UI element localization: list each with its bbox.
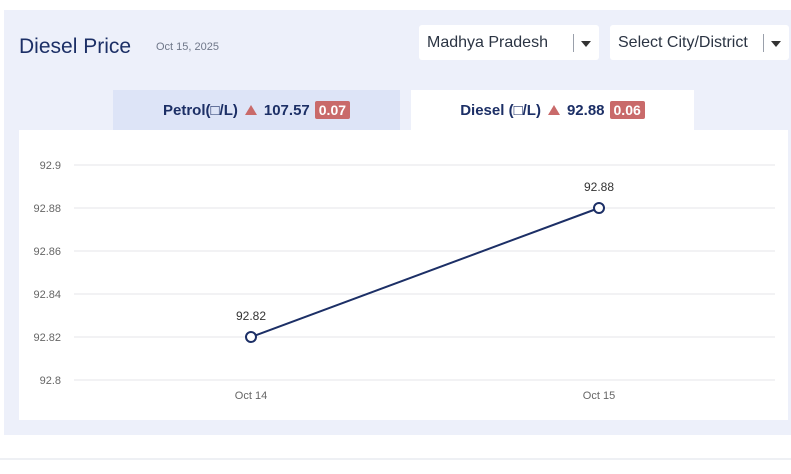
- tab-diesel-label: Diesel (□/L): [460, 101, 541, 119]
- x-tick-label: Oct 15: [583, 390, 615, 402]
- y-tick-label: 92.82: [33, 332, 61, 344]
- trend-up-icon: [244, 105, 257, 115]
- y-tick-label: 92.84: [33, 289, 61, 301]
- tab-diesel[interactable]: Diesel (□/L) 92.88 0.06: [411, 90, 694, 130]
- trend-up-icon: [547, 105, 560, 115]
- tab-petrol[interactable]: Petrol(□/L) 107.57 0.07: [113, 90, 400, 130]
- y-tick-label: 92.86: [33, 246, 61, 258]
- state-select[interactable]: Madhya Pradesh: [419, 25, 599, 60]
- select-divider: [573, 34, 574, 52]
- y-tick-label: 92.88: [33, 203, 61, 215]
- y-tick-label: 92.8: [40, 375, 61, 387]
- x-tick-label: Oct 14: [235, 390, 267, 402]
- city-select-value: Select City/District: [618, 34, 748, 51]
- data-label: 92.88: [584, 180, 614, 194]
- select-divider: [763, 34, 764, 52]
- page-title: Diesel Price: [19, 35, 132, 58]
- y-tick-label: 92.9: [40, 160, 61, 172]
- price-date: Oct 15, 2025: [156, 41, 219, 53]
- data-label: 92.82: [236, 309, 266, 323]
- data-point: [245, 331, 257, 343]
- chevron-down-icon[interactable]: [581, 41, 591, 47]
- tab-petrol-label: Petrol(□/L): [162, 101, 238, 119]
- city-select[interactable]: Select City/District: [610, 25, 789, 60]
- chevron-down-icon[interactable]: [771, 41, 781, 47]
- tab-petrol-price: 107.57: [263, 101, 310, 119]
- tab-diesel-price: 92.88: [566, 101, 605, 119]
- data-point: [593, 202, 605, 214]
- chart-panel: 92.9 92.88 92.86 92.84 92.82 92.8 Oct 14 Oct 15…: [19, 130, 788, 420]
- divider: [0, 458, 791, 460]
- tab-petrol-change: 0.07: [314, 101, 351, 119]
- series-line: [250, 207, 600, 338]
- price-line-chart: 92.9 92.88 92.86 92.84 92.82 92.8 Oct 14 Oct 15…: [33, 160, 775, 402]
- state-select-value: Madhya Pradesh: [427, 34, 548, 51]
- tab-diesel-change: 0.06: [609, 101, 645, 119]
